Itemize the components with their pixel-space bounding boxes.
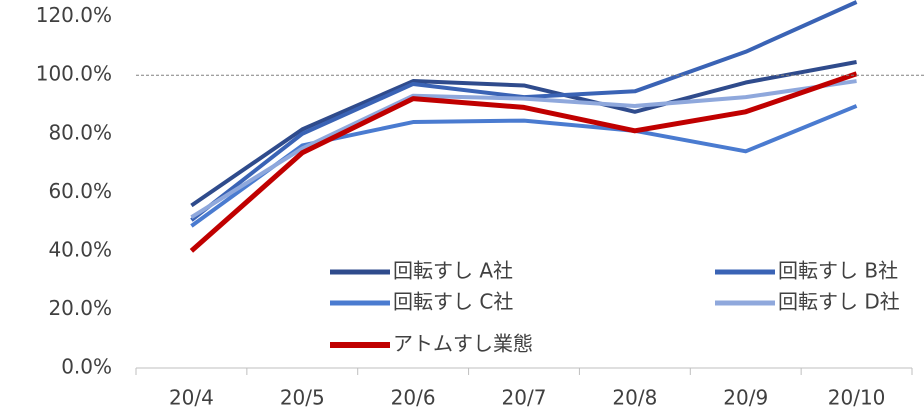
series-line xyxy=(190,60,857,208)
plot-area xyxy=(189,0,858,253)
x-tick-label: 20/4 xyxy=(169,386,214,410)
series-line xyxy=(190,0,858,222)
y-tick-label: 100.0% xyxy=(36,62,112,86)
legend-label: 回転すし A社 xyxy=(393,259,513,283)
x-tick-label: 20/8 xyxy=(612,386,657,410)
y-tick-label: 120.0% xyxy=(36,3,112,27)
series-line xyxy=(190,79,857,219)
legend-label: 回転すし D社 xyxy=(778,290,900,314)
series-line xyxy=(189,71,858,253)
y-tick-label: 60.0% xyxy=(48,179,112,203)
legend-label: 回転すし C社 xyxy=(393,290,513,314)
y-tick-label: 40.0% xyxy=(48,237,112,261)
x-tick-label: 20/6 xyxy=(391,386,436,410)
series-line xyxy=(190,104,858,228)
x-tick-label: 20/7 xyxy=(502,386,547,410)
x-tick-label: 20/5 xyxy=(280,386,325,410)
legend-label: アトムすし業態 xyxy=(393,332,533,356)
x-tick-label: 20/10 xyxy=(828,386,886,410)
legend-label: 回転すし B社 xyxy=(778,259,898,283)
y-tick-label: 80.0% xyxy=(48,120,112,144)
x-tick-label: 20/9 xyxy=(723,386,768,410)
y-tick-label: 20.0% xyxy=(48,296,112,320)
y-tick-label: 0.0% xyxy=(61,355,112,379)
